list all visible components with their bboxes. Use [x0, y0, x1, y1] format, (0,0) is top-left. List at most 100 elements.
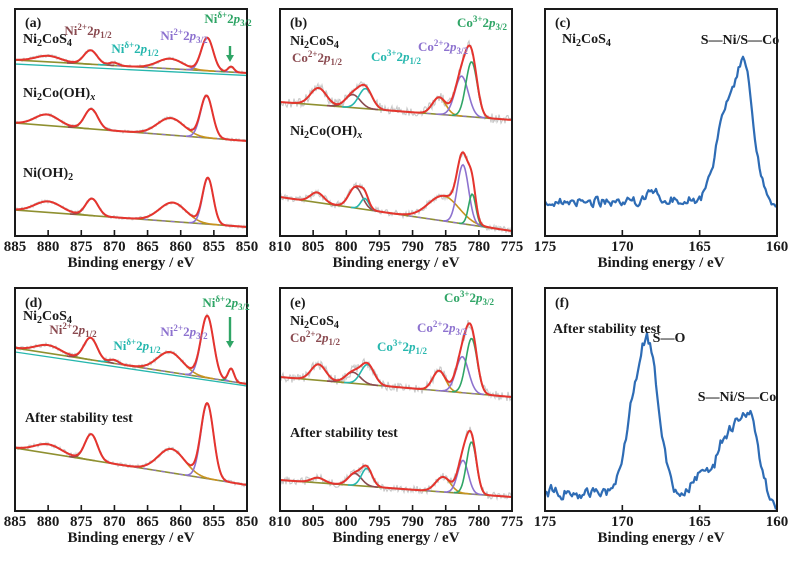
panel-b: Ni2CoS4 Ni2Co(OH)x 810 805 800 795 790 785 780 77… — [269, 8, 524, 271]
x-tick-label: 885 — [4, 514, 27, 530]
panel-tag: (b) — [290, 16, 307, 31]
spectrum-label: S—O — [653, 331, 686, 346]
spectrum-label: S—Ni/S—Co — [698, 390, 777, 405]
x-tick-label: 865 — [136, 239, 159, 255]
plot-area-a — [16, 36, 246, 230]
panel-a: Ni2CoS4 Ni2Co(OH)x Ni(OH)2 885 880 875 870 865 8… — [4, 8, 259, 271]
x-tick-label: 800 — [335, 239, 358, 255]
x-tick-label: 805 — [302, 239, 325, 255]
panel-tag: (f) — [555, 296, 569, 311]
teal-baseline — [16, 63, 246, 77]
x-tick-label: 850 — [236, 239, 259, 255]
x-axis-label: Binding energy / eV — [332, 530, 459, 546]
peak-annotation: Ni2+2p3/2 — [160, 323, 208, 341]
x-tick-label: 860 — [169, 239, 192, 255]
envelope-curve — [16, 314, 246, 385]
x-tick-label: 860 — [169, 514, 192, 530]
panel-tag: (a) — [25, 16, 42, 31]
component-curve-maroon — [326, 93, 379, 111]
peak-annotation: Co2+2p3/2 — [417, 319, 468, 337]
spectrum-label: S—Ni/S—Co — [701, 33, 780, 48]
x-axis-label: Binding energy / eV — [597, 255, 724, 271]
x-tick-label: 795 — [368, 239, 391, 255]
peak-annotation: Co3+2p1/2 — [377, 338, 428, 356]
peak-annotation: Co2+2p1/2 — [292, 49, 343, 67]
component-curve-purple — [443, 163, 484, 228]
spectrum-label: After stability test — [553, 322, 661, 337]
component-curve-gold — [124, 448, 219, 482]
material-label: After stability test — [25, 411, 133, 426]
x-tick-label: 850 — [236, 514, 259, 530]
x-axis-label: Binding energy / eV — [67, 255, 194, 271]
plot-area-b — [281, 39, 511, 234]
material-label: Ni2CoS4 — [290, 314, 339, 331]
envelope-curve — [16, 36, 246, 74]
peak-annotation: Niδ+2p3/2 — [204, 10, 252, 28]
component-curve-maroon — [326, 371, 379, 387]
panel-tag: (e) — [290, 296, 306, 311]
x-tick-label: 875 — [70, 514, 93, 530]
x-tick-label: 775 — [501, 239, 524, 255]
panel-tag: (d) — [25, 296, 42, 311]
peak-annotation: Co2+2p3/2 — [418, 38, 469, 56]
arrow-head-icon — [226, 55, 234, 62]
x-tick-label: 880 — [37, 514, 60, 530]
envelope-curve — [16, 176, 246, 228]
x-tick-label: 160 — [766, 239, 789, 255]
plot-frame — [14, 8, 248, 237]
material-label: Ni2Co(OH)x — [290, 124, 362, 141]
peak-annotation: Niδ+2p3/2 — [202, 294, 250, 312]
x-tick-label: 790 — [401, 514, 424, 530]
component-curve-maroon — [68, 433, 114, 465]
material-label: Ni(OH)2 — [23, 166, 73, 183]
x-tick-label: 800 — [335, 514, 358, 530]
component-curve-green — [452, 61, 492, 119]
component-curve-maroon — [70, 197, 115, 218]
x-tick-label: 175 — [534, 239, 557, 255]
component-curve-purple — [185, 402, 230, 483]
envelope-curve — [281, 322, 511, 398]
x-axis-label: Binding energy / eV — [67, 530, 194, 546]
peak-annotation: Co2+2p1/2 — [290, 329, 341, 347]
x-tick-label: 165 — [688, 239, 711, 255]
x-tick-label: 165 — [688, 514, 711, 530]
envelope-curve — [16, 94, 246, 142]
panel-d: Ni2CoS4 After stability test 885 880 875 870 8… — [4, 287, 259, 546]
plot-area-f — [546, 331, 776, 510]
x-tick-label: 170 — [611, 514, 634, 530]
component-curve-purple — [438, 75, 486, 119]
envelope-curve — [281, 44, 511, 121]
x-tick-label: 170 — [611, 239, 634, 255]
x-tick-label: 805 — [302, 514, 325, 530]
peak-annotation: Ni2+2p1/2 — [49, 321, 97, 339]
plot-area-e — [281, 320, 511, 501]
x-axis-label: Binding energy / eV — [597, 530, 724, 546]
envelope-curve — [281, 429, 511, 498]
x-tick-label: 795 — [368, 514, 391, 530]
x-tick-label: 780 — [468, 514, 491, 530]
x-tick-label: 790 — [401, 239, 424, 255]
x-tick-label: 865 — [136, 514, 159, 530]
peak-annotation: Niδ+2p1/2 — [111, 40, 159, 58]
spectrum-curve — [546, 55, 776, 209]
x-tick-label: 810 — [269, 514, 292, 530]
plot-frame — [544, 8, 778, 237]
peak-annotation: Niδ+2p1/2 — [113, 337, 161, 355]
x-tick-label: 870 — [103, 514, 126, 530]
panel-e: Ni2CoS4 After stability test 810 805 800 795 7… — [269, 287, 523, 546]
raw-data-curve — [16, 94, 246, 143]
panel-c: Ni2CoS4 S—Ni/S—Co 175 170 165 160 Binding ener… — [534, 8, 789, 271]
x-axis-label: Binding energy / eV — [332, 255, 459, 271]
spectrum-label: Ni2CoS4 — [562, 32, 611, 49]
x-tick-label: 780 — [468, 239, 491, 255]
plot-frame — [14, 287, 248, 512]
arrow-head-icon — [226, 341, 234, 348]
x-tick-label: 175 — [534, 514, 557, 530]
envelope-curve — [16, 402, 246, 486]
x-tick-label: 855 — [203, 239, 226, 255]
teal-baseline — [16, 351, 246, 387]
x-tick-label: 875 — [70, 239, 93, 255]
x-tick-label: 880 — [37, 239, 60, 255]
